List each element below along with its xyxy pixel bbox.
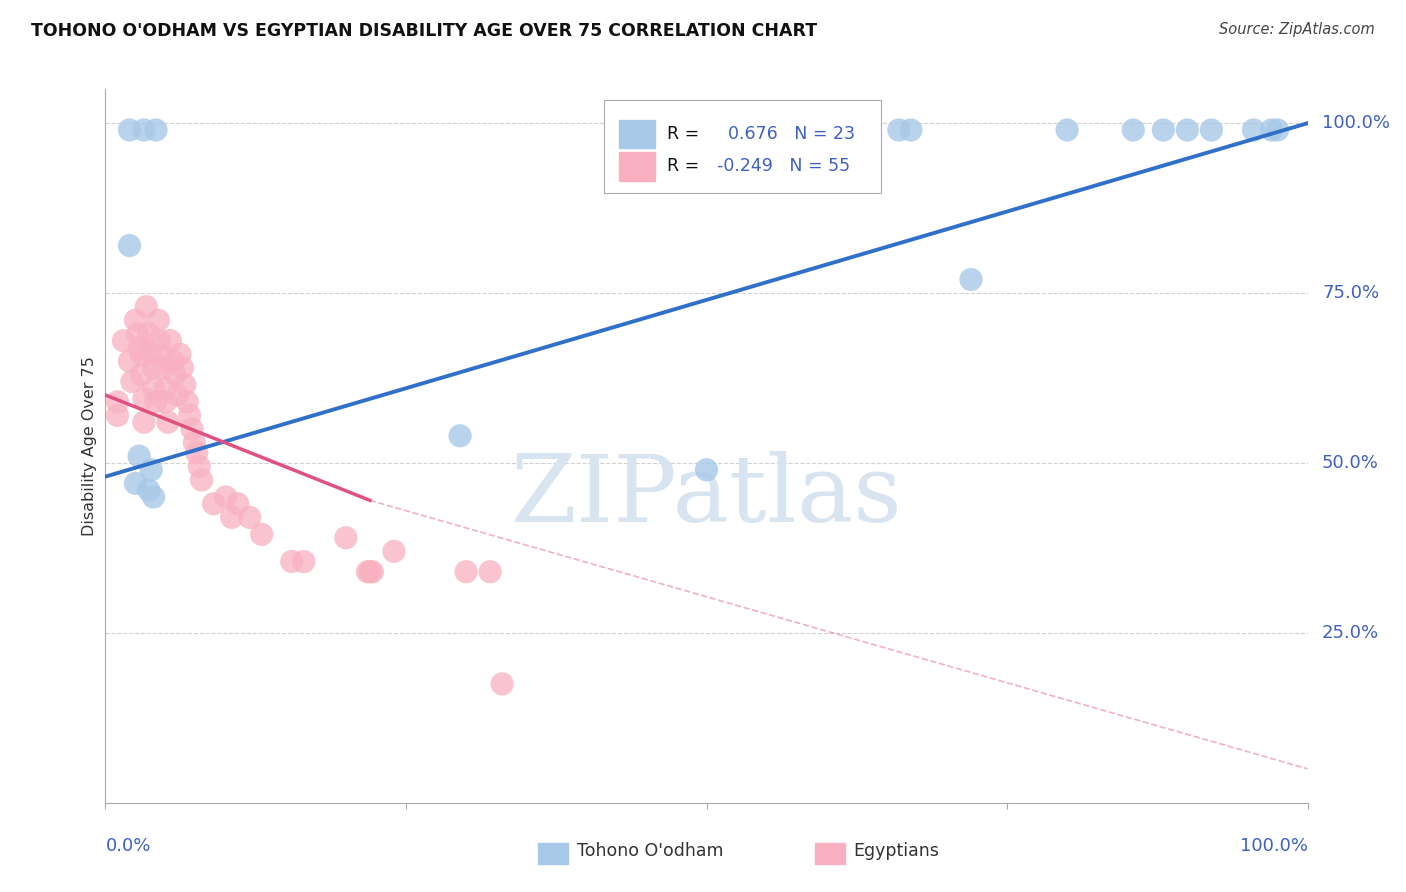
Point [1056, 123, 1078, 137]
Point [132, 392, 155, 406]
Text: Egyptians: Egyptians [853, 842, 939, 860]
Point [132, 415, 155, 429]
Point [221, 510, 243, 524]
Point [454, 565, 477, 579]
Point [162, 354, 184, 368]
Point [145, 394, 167, 409]
Point [292, 555, 315, 569]
Point [155, 394, 177, 409]
Point [900, 123, 922, 137]
Y-axis label: Disability Age Over 75: Disability Age Over 75 [82, 356, 97, 536]
Point [132, 123, 155, 137]
Point [155, 381, 177, 395]
Point [118, 123, 141, 137]
Point [148, 313, 170, 327]
Point [186, 446, 208, 460]
Point [176, 394, 198, 409]
Point [142, 381, 165, 395]
Point [148, 334, 170, 348]
Point [112, 334, 135, 348]
Text: 100.0%: 100.0% [1322, 114, 1391, 132]
Point [156, 415, 179, 429]
Bar [814, 843, 845, 864]
Text: 100.0%: 100.0% [1240, 837, 1308, 855]
Point [169, 347, 191, 361]
Point [139, 347, 162, 361]
Point [1122, 123, 1144, 137]
Text: R =: R = [666, 157, 704, 175]
Text: 0.0%: 0.0% [105, 837, 150, 855]
Point [202, 497, 225, 511]
Point [479, 565, 502, 579]
Point [887, 123, 910, 137]
Point [239, 510, 262, 524]
Point [152, 360, 174, 375]
Text: 75.0%: 75.0% [1322, 284, 1379, 302]
Point [124, 476, 146, 491]
Point [1201, 123, 1223, 137]
Point [361, 565, 384, 579]
Point [335, 531, 357, 545]
Text: 0.676   N = 23: 0.676 N = 23 [717, 125, 855, 143]
Text: 50.0%: 50.0% [1322, 454, 1379, 472]
Point [755, 123, 778, 137]
Point [118, 354, 141, 368]
Point [696, 463, 718, 477]
Point [165, 368, 187, 382]
Point [135, 300, 157, 314]
Point [179, 409, 201, 423]
Point [449, 429, 471, 443]
Point [188, 459, 211, 474]
Text: -0.249   N = 55: -0.249 N = 55 [717, 157, 851, 175]
Point [159, 334, 181, 348]
Text: 25.0%: 25.0% [1322, 624, 1379, 642]
Point [149, 347, 172, 361]
Point [1260, 123, 1282, 137]
Point [142, 490, 165, 504]
Point [382, 544, 405, 558]
Point [138, 483, 160, 498]
Text: R =: R = [666, 125, 704, 143]
Point [1152, 123, 1174, 137]
FancyBboxPatch shape [605, 100, 880, 193]
Point [1243, 123, 1265, 137]
Point [139, 463, 162, 477]
Point [181, 422, 204, 436]
Point [128, 449, 150, 463]
Point [128, 341, 150, 355]
Point [250, 527, 273, 541]
Text: ZIPatlas: ZIPatlas [510, 451, 903, 541]
Text: TOHONO O'ODHAM VS EGYPTIAN DISABILITY AGE OVER 75 CORRELATION CHART: TOHONO O'ODHAM VS EGYPTIAN DISABILITY AG… [31, 22, 817, 40]
Point [145, 123, 167, 137]
Point [127, 326, 149, 341]
Point [142, 360, 165, 375]
Bar [538, 843, 568, 864]
Point [107, 409, 129, 423]
Point [166, 388, 188, 402]
Point [356, 565, 378, 579]
Point [131, 368, 153, 382]
Point [491, 677, 513, 691]
Point [172, 360, 194, 375]
Point [960, 272, 983, 286]
Point [190, 473, 212, 487]
Point [118, 238, 141, 252]
Text: Tohono O'odham: Tohono O'odham [576, 842, 723, 860]
Point [214, 490, 236, 504]
Point [138, 326, 160, 341]
Point [124, 313, 146, 327]
Point [1175, 123, 1198, 137]
Point [281, 555, 304, 569]
Point [131, 347, 153, 361]
Point [173, 377, 195, 392]
Point [121, 375, 143, 389]
Bar [619, 152, 655, 180]
Point [107, 394, 129, 409]
Text: Source: ZipAtlas.com: Source: ZipAtlas.com [1219, 22, 1375, 37]
Bar [619, 120, 655, 148]
Point [226, 497, 249, 511]
Point [1267, 123, 1289, 137]
Point [183, 435, 205, 450]
Point [359, 565, 381, 579]
